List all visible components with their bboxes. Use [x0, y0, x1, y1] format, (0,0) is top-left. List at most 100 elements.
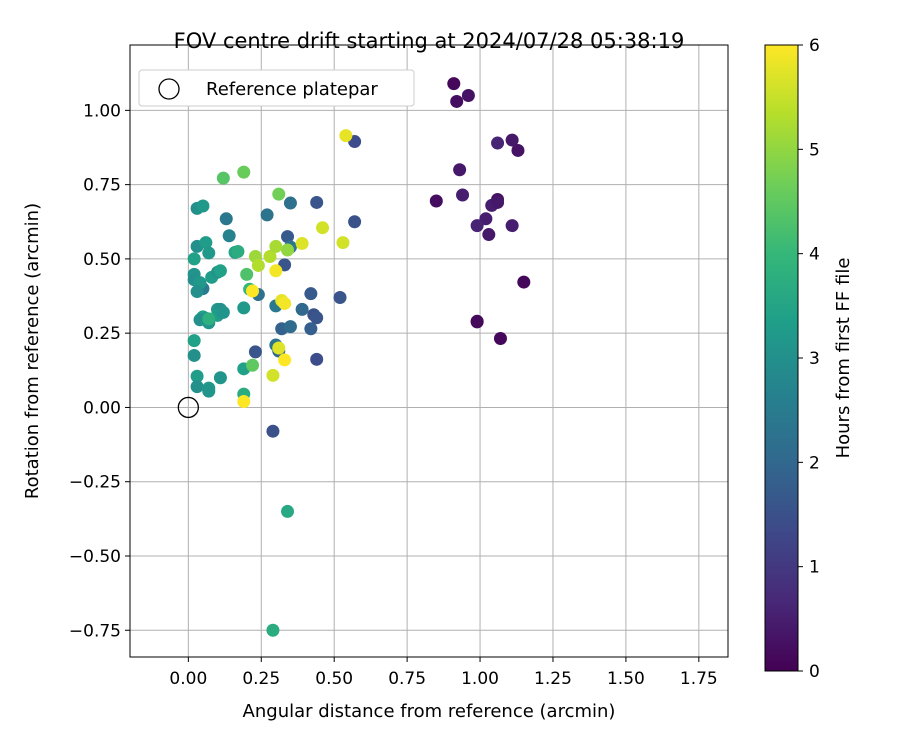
y-axis-ticks: −0.75 −0.50 −0.25 0.00 0.25 0.50 0.75 1.00: [69, 101, 130, 641]
x-axis-ticks: 0.00 0.25 0.50 0.75 1.00 1.25 1.50 1.75: [169, 657, 718, 689]
x-tick-label: 1.75: [680, 669, 718, 689]
colorbar-ticks: 0 1 2 3 4 5 6: [798, 36, 820, 682]
chart-title: FOV centre drift starting at 2024/07/28 …: [174, 29, 685, 53]
data-point: [251, 258, 265, 272]
data-point: [199, 236, 213, 250]
reference-platepar-marker: [177, 396, 199, 419]
colorbar-tick-label: 3: [809, 349, 820, 369]
data-point: [310, 352, 324, 366]
data-point: [190, 380, 204, 394]
data-point: [260, 208, 274, 222]
data-point: [213, 264, 227, 278]
data-point: [283, 196, 297, 210]
data-point: [216, 171, 230, 185]
data-point: [240, 267, 254, 281]
data-point: [491, 195, 505, 209]
colorbar-tick-label: 1: [809, 558, 820, 578]
data-points: [177, 77, 531, 637]
colorbar-tick-label: 0: [809, 662, 820, 682]
data-point: [479, 212, 493, 226]
data-point: [505, 133, 519, 147]
data-point: [281, 243, 295, 257]
x-tick-label: 1.25: [534, 669, 572, 689]
data-point: [339, 129, 353, 143]
data-point: [336, 236, 350, 250]
legend-marker: [158, 78, 180, 100]
data-point: [511, 143, 525, 157]
data-point: [456, 188, 470, 202]
x-tick-label: 1.50: [607, 669, 645, 689]
data-point: [246, 358, 260, 372]
data-point: [450, 94, 464, 108]
x-tick-label: 0.75: [388, 669, 426, 689]
x-tick-label: 0.50: [315, 669, 353, 689]
data-point: [517, 275, 531, 289]
data-point: [310, 311, 324, 325]
data-point: [248, 345, 262, 359]
data-point: [310, 195, 324, 209]
data-point: [429, 194, 443, 208]
data-point: [333, 291, 347, 305]
data-point: [272, 187, 286, 201]
legend-label: Reference platepar: [206, 79, 378, 100]
data-point: [187, 348, 201, 362]
colorbar-tick-label: 6: [809, 36, 820, 56]
data-point: [295, 302, 309, 316]
data-point: [272, 341, 286, 355]
data-point: [447, 77, 461, 91]
y-tick-label: 0.00: [83, 398, 121, 418]
x-tick-label: 0.25: [242, 669, 280, 689]
data-point: [304, 322, 318, 336]
data-point: [187, 334, 201, 348]
grid-lines: [130, 45, 728, 657]
y-tick-label: −0.50: [69, 547, 121, 567]
data-point: [202, 384, 216, 398]
colorbar-label: Hours from first FF file: [833, 258, 854, 459]
data-point: [505, 219, 519, 233]
data-point: [269, 264, 283, 278]
y-tick-label: −0.75: [69, 621, 121, 641]
data-point: [304, 287, 318, 301]
data-point: [266, 424, 280, 438]
data-point: [231, 244, 245, 258]
x-axis-label: Angular distance from reference (arcmin): [243, 701, 616, 722]
data-point: [237, 165, 251, 179]
y-axis-label: Rotation from reference (arcmin): [22, 203, 43, 499]
data-point: [246, 284, 260, 298]
data-point: [190, 369, 204, 383]
data-point: [237, 395, 251, 409]
data-point: [187, 252, 201, 266]
data-point: [295, 236, 309, 250]
data-point: [278, 296, 292, 310]
data-point: [266, 368, 280, 382]
y-tick-label: 0.75: [83, 176, 121, 196]
data-point: [202, 246, 216, 260]
data-point: [470, 315, 484, 329]
data-point: [493, 332, 507, 346]
data-point: [316, 221, 330, 235]
y-tick-label: 0.25: [83, 324, 121, 344]
data-point: [190, 285, 204, 299]
data-point: [461, 89, 475, 103]
x-tick-label: 1.00: [461, 669, 499, 689]
data-point: [266, 623, 280, 637]
data-point: [222, 229, 236, 243]
data-point: [263, 250, 277, 264]
data-point: [283, 320, 297, 334]
data-point: [216, 305, 230, 319]
y-tick-label: −0.25: [69, 473, 121, 493]
data-point: [281, 504, 295, 518]
legend-box: [138, 69, 415, 107]
colorbar-gradient: [764, 44, 799, 672]
data-point: [281, 230, 295, 244]
data-point: [219, 212, 233, 226]
data-point: [202, 312, 216, 326]
colorbar-tick-label: 2: [809, 453, 820, 473]
data-point: [237, 301, 251, 315]
y-tick-label: 1.00: [83, 101, 121, 121]
data-point: [491, 136, 505, 150]
x-tick-label: 0.00: [169, 669, 207, 689]
data-point: [482, 228, 496, 242]
